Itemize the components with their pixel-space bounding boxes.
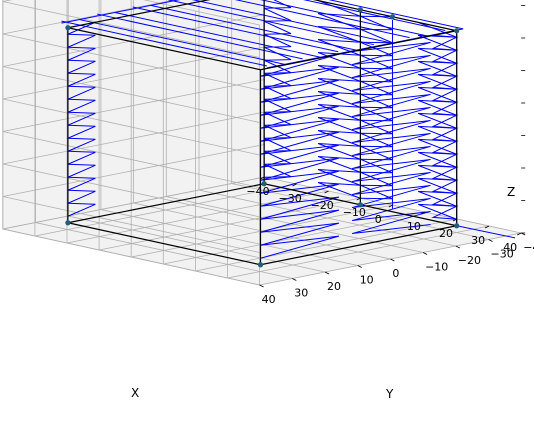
x-tick-label: 0 xyxy=(375,213,382,226)
x-tick-mark xyxy=(420,211,426,215)
y-tick-label: −30 xyxy=(491,248,514,261)
x-tick-mark xyxy=(356,197,361,201)
x-tick-mark xyxy=(452,218,458,222)
x-tick-mark xyxy=(484,225,490,229)
x-tick-mark xyxy=(324,190,329,194)
top-hatch-line xyxy=(61,20,268,67)
x-axis-label: X xyxy=(131,386,139,400)
y-tick-mark xyxy=(259,284,264,288)
zigzag-front-left xyxy=(317,0,361,199)
top-hatch-line xyxy=(168,0,375,46)
vertex-marker xyxy=(454,28,460,34)
z-axis-label: Z xyxy=(507,185,515,199)
y-tick-label: 20 xyxy=(327,280,341,293)
y-tick-mark xyxy=(455,245,460,249)
top-hatch-line xyxy=(132,6,339,53)
vertex-marker xyxy=(65,25,71,31)
grid-line-z xyxy=(2,144,265,253)
axes-panes xyxy=(2,0,522,286)
top-hatch-line xyxy=(79,19,285,65)
y-tick-label: 0 xyxy=(392,267,399,280)
x-tick-label: 10 xyxy=(407,220,421,233)
y-tick-label: 30 xyxy=(294,287,308,300)
vertex-marker xyxy=(257,262,264,268)
y-tick-mark xyxy=(324,271,330,275)
x-tick-label: −20 xyxy=(311,199,334,212)
y-tick-mark xyxy=(390,258,395,262)
top-hatch-edge xyxy=(61,0,181,24)
top-hatch-line xyxy=(303,0,446,31)
x-tick-mark xyxy=(292,183,297,187)
zigzag-front-right xyxy=(417,21,457,220)
x-tick-label: 30 xyxy=(471,234,485,247)
grid-line-z xyxy=(2,79,265,188)
vertex-marker xyxy=(357,7,363,13)
y-tick-mark xyxy=(488,239,493,242)
top-hatch-line xyxy=(260,0,428,37)
vertex-markers xyxy=(65,7,460,268)
y-tick-mark xyxy=(292,278,297,281)
x-tick-label: 40 xyxy=(503,241,517,254)
grid-line-z xyxy=(2,176,265,286)
axis-ticks: −40 −30 −20 −10 0 10 20 30 40 −40 −30 −20 −10 0 10 20 30… xyxy=(246,5,534,306)
y-tick-label: 40 xyxy=(262,293,276,306)
x-tick-label: −10 xyxy=(343,206,366,219)
path-lead-in xyxy=(456,225,516,239)
x-tick-label: −40 xyxy=(246,185,269,198)
y-tick-label: −20 xyxy=(458,254,481,267)
y-tick-mark xyxy=(422,252,428,255)
zigzag-right-edge xyxy=(431,34,459,220)
vertex-marker xyxy=(65,220,71,226)
top-hatch-line xyxy=(328,0,464,30)
vertex-marker xyxy=(357,202,363,208)
top-hatch-line xyxy=(234,0,410,39)
vertex-marker xyxy=(389,14,396,20)
x-tick-label: 20 xyxy=(439,227,453,240)
vertex-marker xyxy=(454,223,460,229)
y-axis-label: Y xyxy=(385,387,394,401)
y-tick-label: −10 xyxy=(425,261,448,274)
zigzag-left-wall xyxy=(67,21,96,217)
top-hatch-line xyxy=(150,4,357,51)
x-tick-mark xyxy=(260,176,265,180)
top-hatch-line xyxy=(191,0,392,44)
x-tick-mark xyxy=(388,204,393,208)
top-hatch-line xyxy=(114,11,321,58)
vertex-marker xyxy=(261,181,267,187)
x-tick-label: −30 xyxy=(279,192,302,205)
y-tick-label: −40 xyxy=(523,241,534,254)
top-hatch-line xyxy=(97,13,303,60)
zigzag-inner-wall xyxy=(360,15,393,200)
grid-line-z xyxy=(2,0,260,91)
grid-line-z xyxy=(2,46,265,156)
grid-line-z xyxy=(2,0,260,58)
x-tick-mark xyxy=(517,232,522,236)
y-tick-label: 10 xyxy=(360,274,374,287)
zigzag-left-front xyxy=(263,0,292,178)
y-tick-mark xyxy=(357,265,362,268)
